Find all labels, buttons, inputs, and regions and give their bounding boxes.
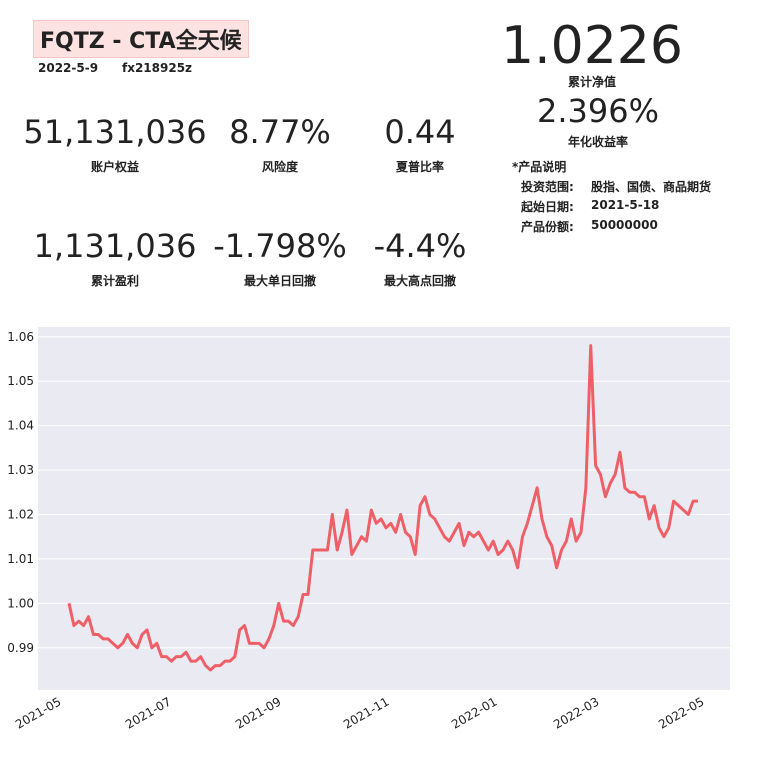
x-tick-label: 2021-05 bbox=[13, 694, 63, 731]
plot-area bbox=[38, 327, 730, 690]
product-cell: 2021-5-18 bbox=[591, 198, 660, 212]
nav-label: 累计净值 bbox=[567, 75, 616, 89]
y-tick-label: 1.00 bbox=[7, 596, 34, 610]
date: 2022-5-9 bbox=[38, 61, 99, 75]
metric-label: 最大高点回撤 bbox=[383, 274, 456, 288]
product-cell: 投资范围: bbox=[521, 180, 574, 194]
x-tick-label: 2022-05 bbox=[656, 694, 706, 731]
x-tick-label: 2021-07 bbox=[123, 694, 173, 731]
annual-label: 年化收益率 bbox=[567, 135, 628, 149]
y-tick-label: 0.99 bbox=[7, 641, 34, 655]
metric-value: 0.44 bbox=[384, 113, 456, 151]
nav-value: 1.0226 bbox=[501, 16, 683, 76]
metric-value: 8.77% bbox=[229, 113, 331, 151]
x-tick-label: 2021-11 bbox=[341, 694, 391, 731]
product-cell: 股指、国债、商品期货 bbox=[591, 180, 712, 194]
metric-label: 最大单日回撤 bbox=[243, 274, 316, 288]
y-tick-label: 1.04 bbox=[7, 419, 34, 433]
x-tick-label: 2022-03 bbox=[551, 694, 601, 731]
y-tick-label: 1.06 bbox=[7, 330, 34, 344]
account: fx218925z bbox=[122, 61, 193, 75]
line bbox=[67, 344, 699, 672]
metric-value: 1,131,036 bbox=[33, 227, 197, 265]
metric-value: -4.4% bbox=[373, 227, 467, 265]
chart: 0.99 1.00 1.01 1.02 1.03 1.04 1.05 1.06 2021-05 2… bbox=[7, 327, 730, 732]
title: FQTZ - CTA全天候 bbox=[33, 20, 249, 58]
product-title: *产品说明 bbox=[512, 160, 567, 174]
y-tick-label: 1.05 bbox=[7, 374, 34, 388]
annual-value: 2.396% bbox=[536, 92, 659, 130]
y-tick-label: 1.03 bbox=[7, 463, 34, 477]
product-cell: 产品份额: bbox=[521, 220, 574, 234]
y-tick-label: 1.01 bbox=[7, 552, 34, 566]
metric-value: 51,131,036 bbox=[23, 113, 207, 151]
metric-label: 账户权益 bbox=[90, 160, 139, 174]
metric-value: -1.798% bbox=[213, 227, 347, 265]
product-cell: 起始日期: bbox=[521, 200, 574, 214]
metric-label: 风险度 bbox=[261, 160, 298, 174]
x-tick-label: 2021-09 bbox=[233, 694, 283, 731]
metric-label: 夏普比率 bbox=[395, 160, 444, 174]
y-tick-label: 1.02 bbox=[7, 507, 34, 521]
product-cell: 50000000 bbox=[591, 218, 658, 232]
metric-label: 累计盈利 bbox=[90, 274, 139, 288]
x-tick-label: 2022-01 bbox=[449, 694, 499, 731]
